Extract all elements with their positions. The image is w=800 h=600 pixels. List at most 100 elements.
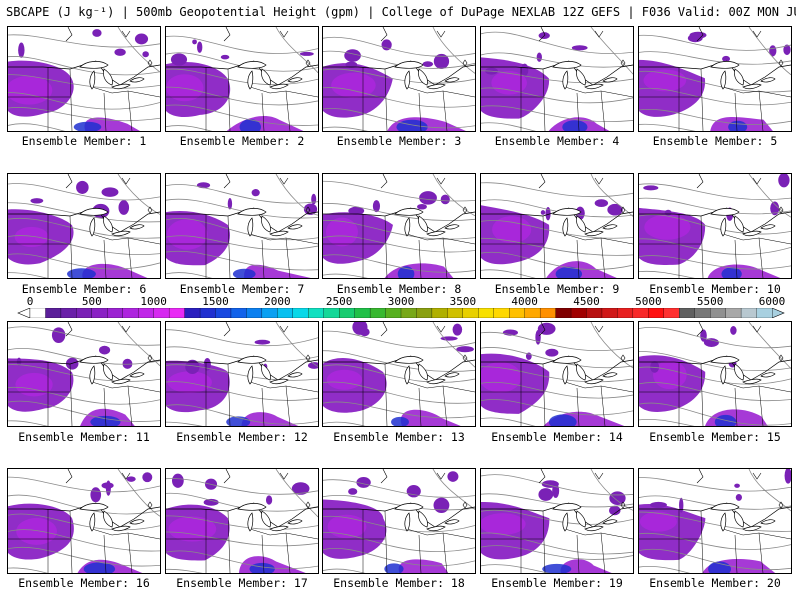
colorbar-bin: [400, 308, 417, 318]
colorbar-tick-label: 0: [26, 295, 34, 308]
colorbar-bin: [91, 308, 108, 318]
ensemble-member-label: Ensemble Member: 2: [179, 134, 305, 148]
colorbar-bin: [153, 308, 170, 318]
ensemble-member-label: Ensemble Member: 20: [649, 576, 781, 590]
colorbar-bin: [230, 308, 247, 318]
colorbar-tick-label: 3500: [449, 295, 477, 308]
colorbar-bin: [122, 308, 139, 318]
cape-shading: [639, 326, 768, 426]
colorbar-tick-label: 2500: [325, 295, 353, 308]
cape-shading: [481, 32, 610, 131]
colorbar-tick-label: 1000: [140, 295, 167, 308]
cape-shading: [481, 322, 625, 426]
ensemble-map-panel: [322, 26, 476, 132]
colorbar-bin: [632, 308, 649, 318]
map-borders: [166, 174, 318, 278]
ensemble-member-label: Ensemble Member: 11: [18, 430, 150, 444]
map-borders: [639, 322, 791, 426]
map-borders: [481, 174, 633, 278]
ensemble-member-label: Ensemble Member: 12: [176, 430, 308, 444]
colorbar-bar: [17, 308, 785, 318]
colorbar-bin: [215, 308, 232, 318]
height-contours: [639, 27, 791, 131]
colorbar-bin: [570, 308, 587, 318]
ensemble-map-panel: [7, 321, 161, 427]
colorbar-max-arrow: [771, 308, 785, 318]
page-title: SBCAPE (J kg⁻¹) | 500mb Geopotential Hei…: [6, 5, 796, 19]
colorbar-bin: [292, 308, 309, 318]
height-contours: [323, 322, 475, 426]
colorbar-bin: [740, 308, 757, 318]
colorbar-bin: [354, 308, 371, 318]
height-contours: [639, 469, 791, 573]
cape-shading: [8, 180, 148, 278]
colorbar-bin: [725, 308, 742, 318]
colorbar-bin: [184, 308, 201, 318]
map-borders: [323, 322, 475, 426]
ensemble-member-label: Ensemble Member: 5: [652, 134, 778, 148]
colorbar-bin: [617, 308, 634, 318]
height-contours: [8, 322, 160, 426]
ensemble-map-panel: [322, 468, 476, 574]
map-borders: [639, 469, 791, 573]
ensemble-map-panel: [322, 321, 476, 427]
ensemble-map-panel: [480, 321, 634, 427]
ensemble-map-panel: [165, 321, 319, 427]
map-borders: [166, 27, 318, 131]
height-contours: [166, 27, 318, 131]
height-contours: [639, 322, 791, 426]
height-contours: [8, 27, 160, 131]
cape-shading: [323, 471, 459, 573]
height-contours: [323, 27, 475, 131]
colorbar-bin: [416, 308, 433, 318]
colorbar-bin: [29, 308, 46, 318]
height-contours: [481, 469, 633, 573]
colorbar-bin: [586, 308, 603, 318]
ensemble-map-panel: [165, 26, 319, 132]
map-borders: [481, 469, 633, 573]
map-borders: [166, 322, 318, 426]
colorbar-bin: [539, 308, 556, 318]
colorbar-tick-label: 2000: [264, 295, 291, 308]
ensemble-member-label: Ensemble Member: 9: [494, 282, 620, 296]
colorbar-bin: [369, 308, 386, 318]
height-contours: [166, 322, 318, 426]
height-contours: [481, 27, 633, 131]
colorbar-bin: [385, 308, 402, 318]
colorbar-bin: [277, 308, 294, 318]
ensemble-map-panel: [7, 173, 161, 279]
colorbar-tick-label: 5500: [696, 295, 724, 308]
colorbar-bin: [710, 308, 726, 318]
colorbar-bin: [107, 308, 124, 318]
ensemble-map-panel: [638, 321, 792, 427]
colorbar-bin: [694, 308, 711, 318]
colorbar-bin: [555, 308, 572, 318]
colorbar-bin: [509, 308, 526, 318]
colorbar-bin: [756, 308, 773, 318]
ensemble-member-label: Ensemble Member: 10: [649, 282, 781, 296]
colorbar-tick-label: 500: [81, 295, 102, 308]
ensemble-member-label: Ensemble Member: 7: [179, 282, 305, 296]
cape-shading: [481, 199, 623, 278]
colorbar-tick-label: 4500: [573, 295, 600, 308]
map-borders: [166, 469, 318, 573]
ensemble-map-panel: [638, 468, 792, 574]
ensemble-member-label: Ensemble Member: 17: [176, 576, 308, 590]
colorbar-bin: [648, 308, 665, 318]
colorbar-bin: [246, 308, 263, 318]
height-contours: [323, 174, 475, 278]
colorbar-bin: [524, 308, 541, 318]
colorbar-tick-label: 4000: [511, 295, 538, 308]
ensemble-member-label: Ensemble Member: 13: [333, 430, 465, 444]
cape-shading: [166, 473, 310, 573]
ensemble-map-panel: [322, 173, 476, 279]
ensemble-map-panel: [165, 173, 319, 279]
map-borders: [8, 322, 160, 426]
ensemble-member-label: Ensemble Member: 6: [21, 282, 147, 296]
colorbar-bin: [261, 308, 278, 318]
height-contours: [481, 322, 633, 426]
map-borders: [481, 322, 633, 426]
colorbar-bin: [493, 308, 510, 318]
ensemble-member-label: Ensemble Member: 1: [21, 134, 147, 148]
ensemble-map-panel: [480, 26, 634, 132]
